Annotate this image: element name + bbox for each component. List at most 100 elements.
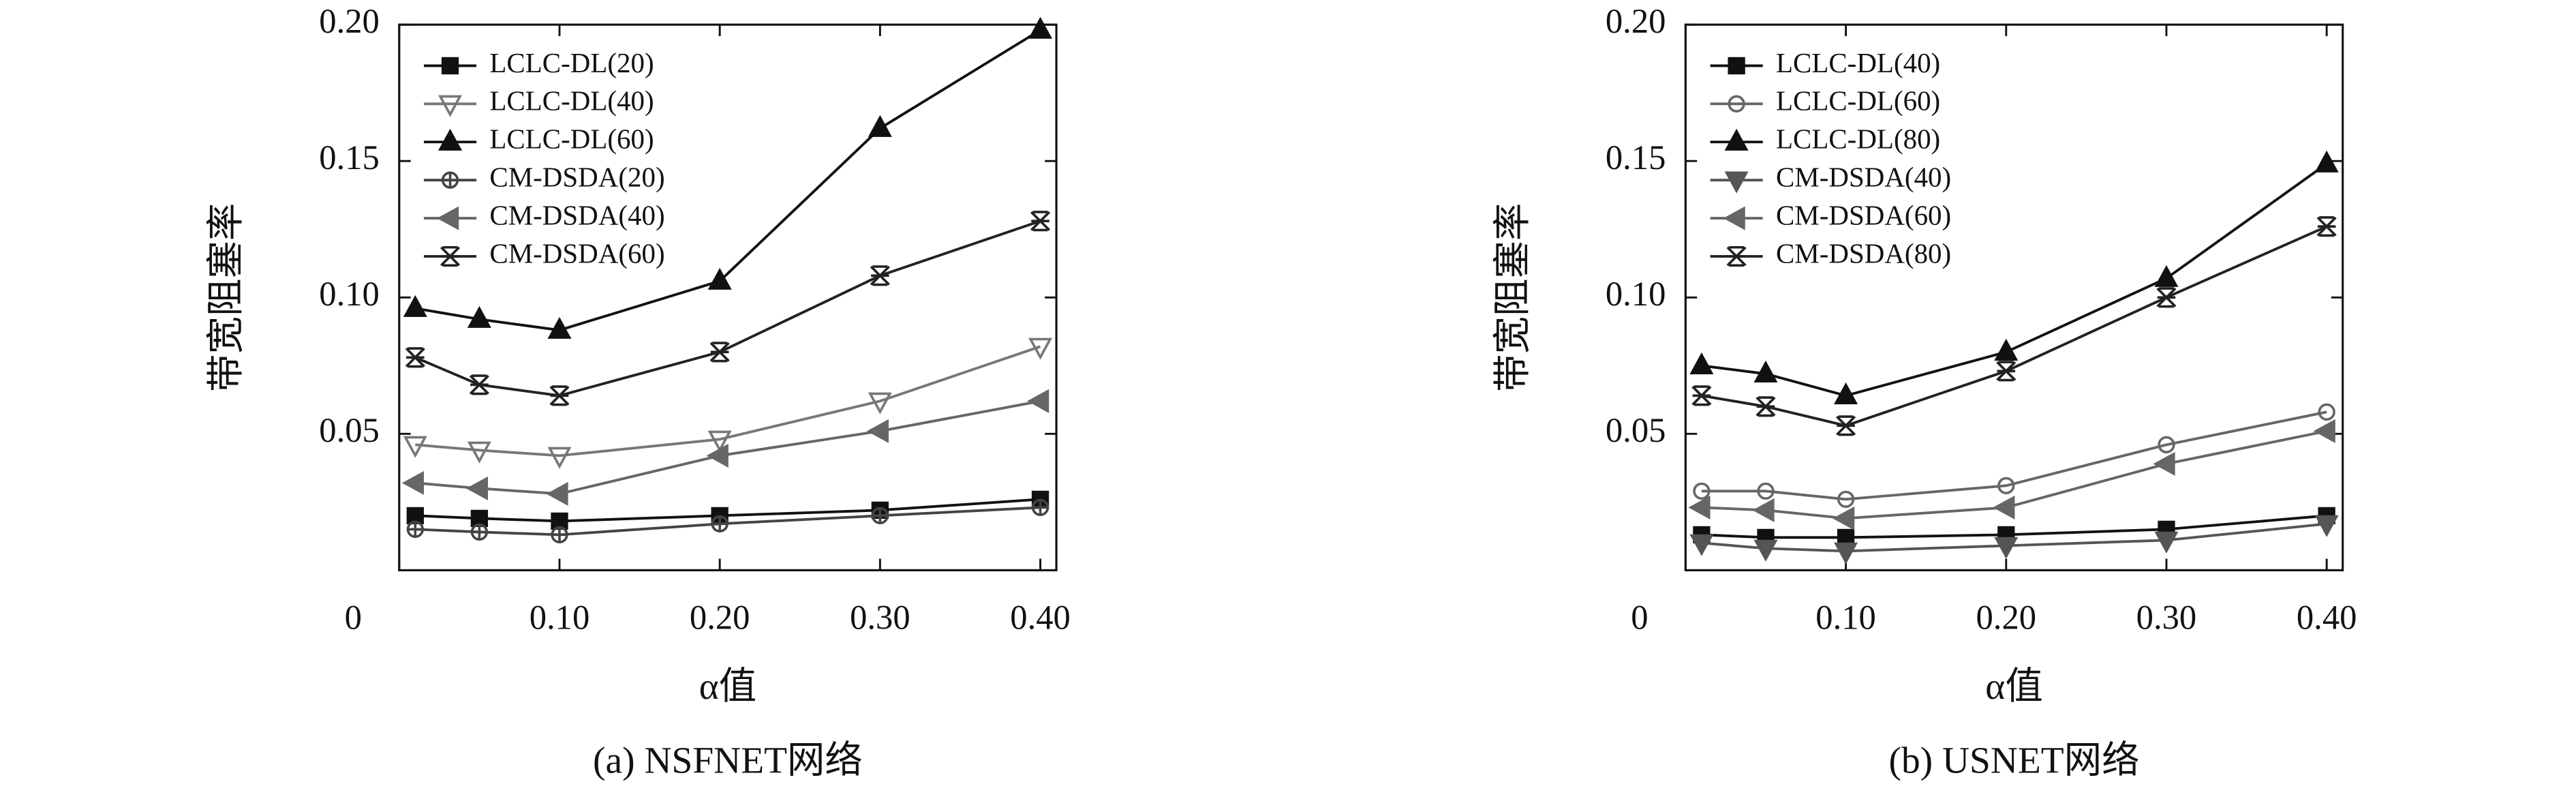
series-line — [1701, 162, 2328, 397]
marker — [1755, 396, 1776, 417]
x-tick-label: 0 — [1631, 599, 1648, 637]
marker — [1031, 498, 1049, 516]
marker — [1728, 95, 1745, 112]
marker — [549, 385, 570, 406]
marker — [1994, 338, 2019, 361]
marker — [1028, 337, 1053, 360]
marker — [470, 523, 489, 541]
marker — [868, 115, 892, 137]
marker — [1689, 352, 1714, 374]
legend-label: CM-DSDA(60) — [1776, 199, 1951, 230]
marker — [1757, 482, 1775, 500]
legend-label: LCLC-DL(60) — [1776, 85, 1940, 117]
x-tick-label: 0.20 — [690, 599, 750, 637]
y-axis-label: 带宽阻塞率 — [205, 203, 247, 392]
chart-caption: (b) USNET网络 — [1889, 740, 2140, 781]
marker — [2158, 436, 2175, 453]
marker — [546, 481, 568, 506]
y-tick-label: 0.20 — [319, 2, 380, 40]
x-tick-label: 0.40 — [1010, 599, 1071, 637]
legend-label: CM-DSDA(40) — [1776, 162, 1951, 193]
marker — [1723, 206, 1745, 230]
marker — [2154, 265, 2179, 287]
legend-label: CM-DSDA(60) — [489, 237, 664, 269]
legend-label: LCLC-DL(80) — [1776, 123, 1940, 155]
marker — [437, 206, 459, 230]
marker — [1836, 415, 1856, 436]
marker — [866, 419, 889, 443]
legend-label: LCLC-DL(60) — [489, 123, 654, 155]
marker — [2314, 150, 2339, 172]
marker — [1837, 490, 1855, 508]
marker — [1724, 171, 1749, 194]
marker — [2154, 531, 2179, 554]
marker — [2318, 403, 2335, 421]
series-line — [1701, 522, 2327, 553]
marker — [467, 305, 491, 328]
marker — [551, 526, 568, 543]
marker — [2153, 451, 2175, 476]
marker — [871, 507, 889, 524]
y-tick-label: 0.15 — [319, 138, 380, 177]
y-axis-label: 带宽阻塞率 — [1492, 203, 1533, 392]
series-line — [1701, 514, 2327, 539]
marker — [1993, 495, 2015, 520]
legend-label: CM-DSDA(80) — [1776, 237, 1951, 269]
marker — [1028, 16, 1053, 39]
marker — [1693, 482, 1711, 500]
marker — [406, 507, 424, 525]
marker — [1753, 539, 1778, 562]
marker — [1691, 385, 1712, 406]
legend-label: CM-DSDA(20) — [489, 162, 664, 193]
series-line — [415, 498, 1041, 523]
marker — [551, 512, 568, 530]
marker — [1728, 57, 1745, 75]
y-tick-label: 0.15 — [1606, 138, 1666, 177]
marker — [1753, 360, 1778, 382]
series-line — [415, 506, 1041, 537]
y-tick-label: 0.10 — [1606, 275, 1666, 313]
marker — [401, 470, 424, 495]
marker — [403, 436, 427, 458]
marker — [406, 520, 424, 538]
marker — [2156, 287, 2177, 308]
marker — [706, 443, 729, 468]
marker — [711, 515, 729, 532]
marker — [1997, 477, 2015, 494]
marker — [1833, 506, 1855, 530]
x-tick-label: 0.10 — [1815, 599, 1876, 637]
x-tick-label: 0.10 — [530, 599, 590, 637]
series-line — [414, 220, 1041, 397]
marker — [1752, 498, 1775, 522]
marker — [1027, 389, 1049, 413]
marker — [709, 342, 730, 363]
x-tick-label: 0.40 — [2297, 599, 2357, 637]
marker — [1689, 534, 1714, 556]
marker — [440, 245, 461, 267]
x-tick-label: 0 — [345, 599, 362, 637]
marker — [438, 128, 463, 151]
marker — [470, 509, 489, 528]
marker — [467, 441, 491, 464]
marker — [707, 267, 732, 290]
marker — [2316, 216, 2337, 237]
marker — [1996, 361, 2017, 382]
series-line — [1701, 225, 2327, 427]
marker — [403, 295, 427, 317]
marker — [547, 316, 572, 339]
marker — [438, 95, 463, 117]
x-tick-label: 0.30 — [2136, 599, 2197, 637]
y-tick-label: 0.05 — [1606, 411, 1666, 449]
marker — [465, 476, 489, 500]
chart-caption: (a) NSFNET网络 — [593, 740, 863, 781]
legend-label: LCLC-DL(20) — [489, 47, 654, 78]
marker — [707, 430, 732, 453]
marker — [1834, 542, 1858, 565]
x-tick-label: 0.20 — [1976, 599, 2036, 637]
marker — [1688, 495, 1711, 520]
marker — [441, 57, 459, 75]
marker — [1724, 128, 1749, 151]
marker — [1834, 382, 1858, 404]
